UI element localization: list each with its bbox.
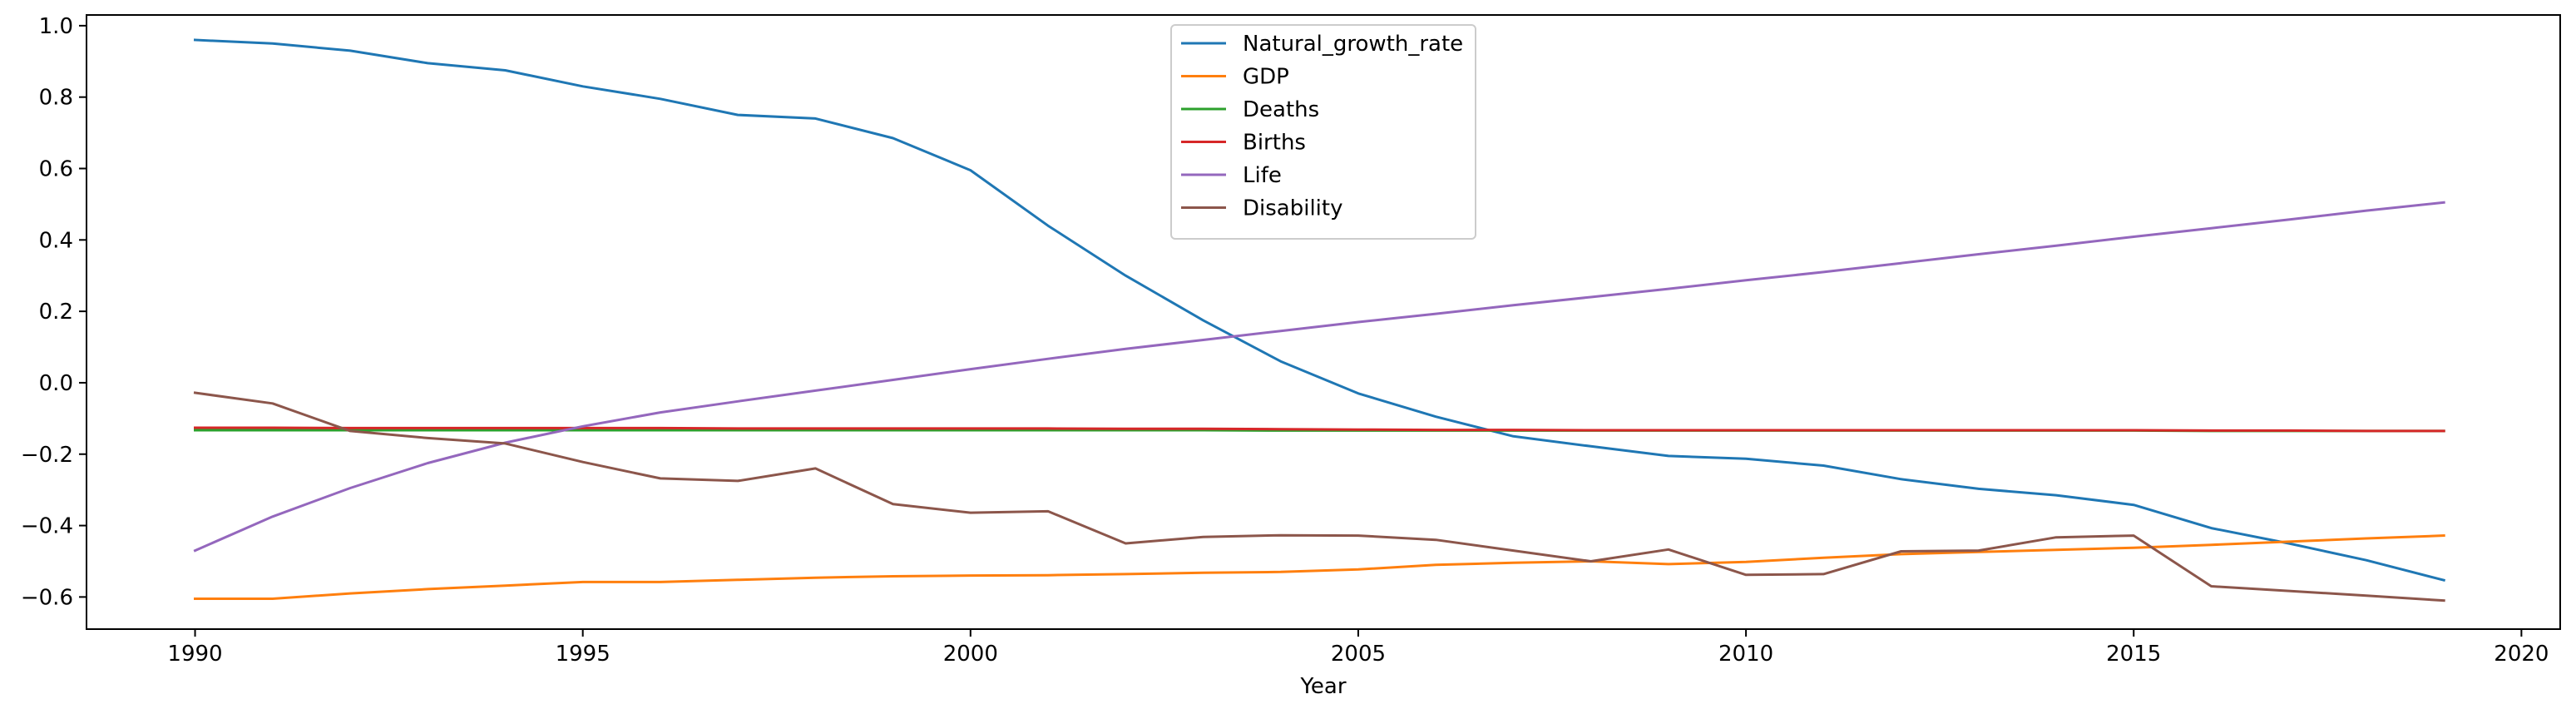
legend-box bbox=[1170, 24, 1476, 240]
y-tick-label: −0.4 bbox=[21, 514, 73, 539]
series-line-life bbox=[193, 201, 2445, 553]
y-tick-label: 0.8 bbox=[39, 86, 73, 111]
x-tick-label: 2015 bbox=[2106, 642, 2161, 667]
y-tick-label: −0.2 bbox=[21, 443, 73, 468]
y-tick-label: 0.0 bbox=[39, 371, 73, 396]
legend-label-deaths: Deaths bbox=[1243, 97, 1319, 122]
legend-label-life: Life bbox=[1243, 163, 1282, 188]
legend: Natural_growth_rate GDP Deaths Births Life Di… bbox=[1170, 24, 1476, 240]
legend-label-gdp: GDP bbox=[1243, 65, 1289, 90]
y-tick-label: 0.2 bbox=[39, 300, 73, 325]
x-tick-label: 2010 bbox=[1718, 642, 1773, 667]
legend-label-natural-growth-rate: Natural_growth_rate bbox=[1243, 32, 1463, 57]
plot-frame bbox=[86, 14, 2561, 630]
x-axis-title: Year bbox=[1299, 674, 1346, 699]
x-axis: 1990 1995 2000 2005 2010 2015 2020 bbox=[167, 629, 2549, 667]
x-tick-label: 2000 bbox=[943, 642, 998, 667]
x-tick-label: 1990 bbox=[167, 642, 222, 667]
legend-label-disability: Disability bbox=[1243, 196, 1342, 221]
y-tick-label: 0.6 bbox=[39, 157, 73, 182]
x-tick-label: 1995 bbox=[556, 642, 611, 667]
y-axis: −0.6 −0.4 −0.2 0.0 0.2 0.4 0.6 0.8 1.0 bbox=[21, 14, 87, 610]
x-tick-label: 2005 bbox=[1331, 642, 1386, 667]
y-tick-label: −0.6 bbox=[21, 585, 73, 610]
series-line-disability bbox=[193, 391, 2445, 602]
x-tick-label: 2020 bbox=[2494, 642, 2549, 667]
series-line-natural-growth-rate bbox=[193, 38, 2446, 583]
y-tick-label: 0.4 bbox=[39, 228, 73, 253]
series-layer bbox=[193, 38, 2446, 602]
series-line-gdp bbox=[194, 534, 2445, 600]
y-tick-label: 1.0 bbox=[39, 14, 73, 39]
legend-label-births: Births bbox=[1243, 131, 1306, 156]
